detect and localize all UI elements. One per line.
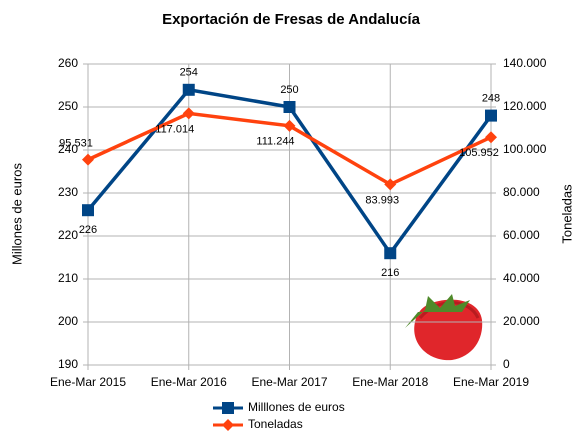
y2-tick-label: 60.000 (503, 228, 540, 242)
x-tick-label: Ene-Mar 2017 (251, 375, 327, 389)
data-label: 248 (482, 93, 500, 105)
data-label: 226 (79, 224, 97, 236)
x-tick-label: Ene-Mar 2018 (352, 375, 428, 389)
data-label: 83.993 (365, 194, 399, 206)
y-tick-label: 220 (58, 228, 78, 242)
y2-tick-label: 0 (503, 357, 510, 371)
y-tick-label: 260 (58, 56, 78, 70)
y-tick-label: 250 (58, 99, 78, 113)
data-label: 111.244 (256, 136, 294, 148)
y2-tick-label: 80.000 (503, 185, 540, 199)
y-axis-label: Millones de euros (9, 163, 24, 265)
y2-tick-label: 20.000 (503, 314, 540, 328)
x-tick-label: Ene-Mar 2016 (151, 375, 227, 389)
data-label: 254 (180, 67, 198, 79)
chart: Exportación de Fresas de Andalucía Millo… (0, 0, 583, 432)
legend-label: Toneladas (248, 417, 303, 431)
y2-axis-label: Toneladas (559, 184, 574, 244)
y-tick-label: 200 (58, 314, 78, 328)
data-label: 117.014 (155, 123, 194, 135)
data-point (82, 154, 94, 166)
data-point (384, 247, 396, 259)
data-label: 105.952 (459, 147, 499, 159)
data-label: 250 (280, 84, 298, 96)
y2-tick-label: 40.000 (503, 271, 540, 285)
chart-title: Exportación de Fresas de Andalucía (162, 11, 421, 28)
x-tick-label: Ene-Mar 2015 (50, 375, 126, 389)
y2-tick-label: 100.000 (503, 142, 547, 156)
legend-label: Milllones de euros (248, 400, 345, 414)
y2-tick-label: 140.000 (503, 56, 547, 70)
y2-tick-label: 120.000 (503, 99, 547, 113)
data-point (183, 107, 195, 119)
legend-marker (222, 402, 234, 414)
data-point (183, 84, 195, 96)
strawberry-image (405, 294, 482, 360)
x-tick-label: Ene-Mar 2019 (453, 375, 529, 389)
y-tick-label: 210 (58, 271, 78, 285)
data-label: 95.531 (59, 138, 93, 150)
data-point (284, 101, 296, 113)
data-point (82, 204, 94, 216)
data-point (485, 131, 497, 143)
data-point (485, 110, 497, 122)
data-label: 216 (381, 267, 399, 279)
y-tick-label: 190 (58, 357, 78, 371)
y-tick-label: 230 (58, 185, 78, 199)
legend-marker (222, 419, 234, 431)
